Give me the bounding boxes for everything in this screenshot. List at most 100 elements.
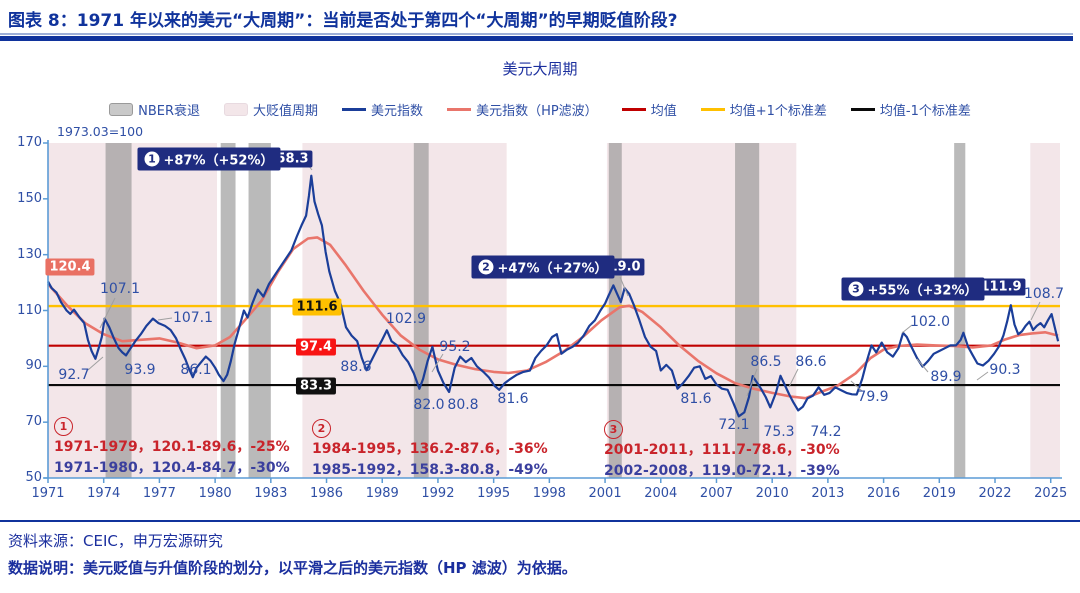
- leader-line: [1030, 301, 1041, 321]
- depreciation-region: [1030, 143, 1060, 478]
- legend-swatch-line: [850, 108, 875, 111]
- legend-label: 均值+1个标准差: [729, 104, 827, 119]
- x-tick-label: 1971: [31, 486, 65, 501]
- x-tick-label: 2022: [978, 486, 1012, 501]
- legend-swatch-box: [224, 103, 249, 116]
- cycle-gain-text: +87%（+52%）: [163, 153, 274, 169]
- cycle-hp-range-row: 2001-2011，111.7-78.6，-30%: [604, 442, 840, 458]
- index-base-note: 1973.03=100: [57, 124, 144, 139]
- point-label: 81.6: [680, 391, 712, 407]
- x-tick-label: 1992: [421, 486, 455, 501]
- y-tick-label: 170: [17, 135, 42, 150]
- leader-line: [788, 368, 799, 388]
- point-label: 88.6: [340, 359, 372, 375]
- legend-item: 均值-1个标准差: [850, 100, 971, 119]
- cycle-table: 1 1971-1979，120.1-89.6，-25% 1971-1980，120.…: [54, 417, 290, 479]
- cycle-gain-badge: 1 +87%（+52%）: [137, 147, 281, 171]
- point-label: 83.3: [295, 377, 337, 395]
- point-label: 108.7: [1023, 286, 1065, 302]
- point-label: 92.7: [58, 367, 90, 383]
- legend-label: 均值: [650, 104, 677, 119]
- title-rule: [0, 33, 1073, 35]
- cycle-gain-text: +47%（+27%）: [497, 261, 608, 277]
- leader-line: [431, 353, 444, 373]
- legend-label: 均值-1个标准差: [879, 104, 971, 119]
- legend-item: 均值+1个标准差: [700, 100, 827, 119]
- cycle-table: 3 2001-2011，111.7-78.6，-30% 2002-2008，119.…: [604, 420, 840, 482]
- point-label: 102.0: [909, 314, 951, 330]
- source-line: 资料来源：CEIC，申万宏源研究: [8, 532, 223, 550]
- leader-line: [157, 317, 173, 321]
- x-tick-label: 1980: [198, 486, 232, 501]
- legend-label: 大贬值周期: [253, 104, 319, 119]
- x-tick-label: 1995: [477, 486, 511, 501]
- legend-swatch-line: [621, 108, 646, 111]
- x-tick-label: 2007: [699, 486, 734, 501]
- x-tick-label: 2004: [644, 486, 678, 501]
- point-label: 86.6: [795, 354, 827, 370]
- legend-item: 美元指数: [342, 100, 423, 119]
- point-label: 79.9: [857, 389, 889, 405]
- series-blue: [47, 174, 1060, 418]
- point-label: 86.1: [180, 362, 212, 378]
- y-tick-label: 70: [25, 414, 42, 430]
- legend-item: 美元指数（HP滤波）: [447, 100, 598, 119]
- x-tick-label: 2001: [588, 486, 622, 501]
- y-tick-label: 150: [17, 190, 42, 206]
- point-label: 111.6: [292, 298, 342, 316]
- legend-item: 大贬值周期: [224, 100, 318, 119]
- cycle-number: 1: [144, 151, 160, 167]
- point-label: 97.4: [295, 338, 337, 356]
- leader-line: [901, 324, 913, 334]
- x-tick-label: 2010: [755, 486, 789, 501]
- cycle-number: 3: [604, 420, 623, 439]
- recession-bar: [954, 143, 966, 478]
- leader-line: [87, 356, 104, 371]
- legend-item: 均值: [621, 100, 677, 119]
- point-label: 102.9: [385, 311, 427, 327]
- x-tick-label: 1986: [309, 486, 344, 501]
- x-tick-label: 1989: [365, 486, 399, 501]
- x-tick-label: 2013: [811, 486, 845, 501]
- title-rule: [0, 36, 1073, 41]
- point-label: 95.2: [439, 339, 471, 355]
- chart-title: 美元大周期: [502, 60, 578, 78]
- cycle-index-range-row: 1971-1980，120.4-84.7，-30%: [54, 460, 290, 476]
- point-label: 107.1: [172, 310, 214, 326]
- y-tick-label: 50: [25, 470, 42, 485]
- cycle-number: 2: [478, 259, 494, 275]
- legend-item: NBER衰退: [109, 100, 200, 119]
- recession-bar: [735, 143, 760, 478]
- leader-line: [976, 371, 989, 381]
- recession-bar: [220, 143, 236, 478]
- y-tick-label: 130: [17, 246, 42, 262]
- cycle-number: 2: [312, 419, 331, 438]
- point-label: 120.4: [45, 258, 95, 276]
- point-label: 72.1: [718, 417, 750, 433]
- cycle-gain-badge: 3 +55%（+32%）: [841, 277, 985, 301]
- y-tick-label: 90: [25, 358, 42, 374]
- leader-line: [916, 358, 929, 373]
- leader-line: [850, 380, 863, 392]
- data-note-line: 数据说明：美元贬值与升值阶段的划分，以平滑之后的美元指数（HP 滤波）为依据。: [8, 559, 577, 577]
- cycle-index-range-row: 1985-1992，158.3-80.8，-49%: [312, 462, 548, 478]
- legend-label: NBER衰退: [138, 104, 201, 119]
- legend-label: 美元指数（HP滤波）: [476, 104, 598, 119]
- x-tick-label: 1998: [532, 486, 566, 501]
- leader-line: [619, 276, 629, 297]
- recession-bar: [105, 143, 132, 478]
- point-label: 80.8: [447, 397, 479, 413]
- point-label: 74.2: [810, 424, 842, 440]
- depreciation-region: [48, 143, 217, 478]
- x-tick-label: 2025: [1034, 486, 1068, 501]
- cycle-number: 3: [848, 281, 864, 297]
- cycle-hp-range-row: 1971-1979，120.1-89.6，-25%: [54, 439, 290, 455]
- x-tick-label: 1977: [142, 486, 176, 501]
- point-label: 81.6: [497, 391, 529, 407]
- recession-bar: [413, 143, 429, 478]
- footer-rule: [0, 520, 1080, 522]
- y-tick-label: 110: [17, 302, 42, 318]
- x-tick-label: 2019: [922, 486, 956, 501]
- point-label: 75.3: [763, 424, 795, 440]
